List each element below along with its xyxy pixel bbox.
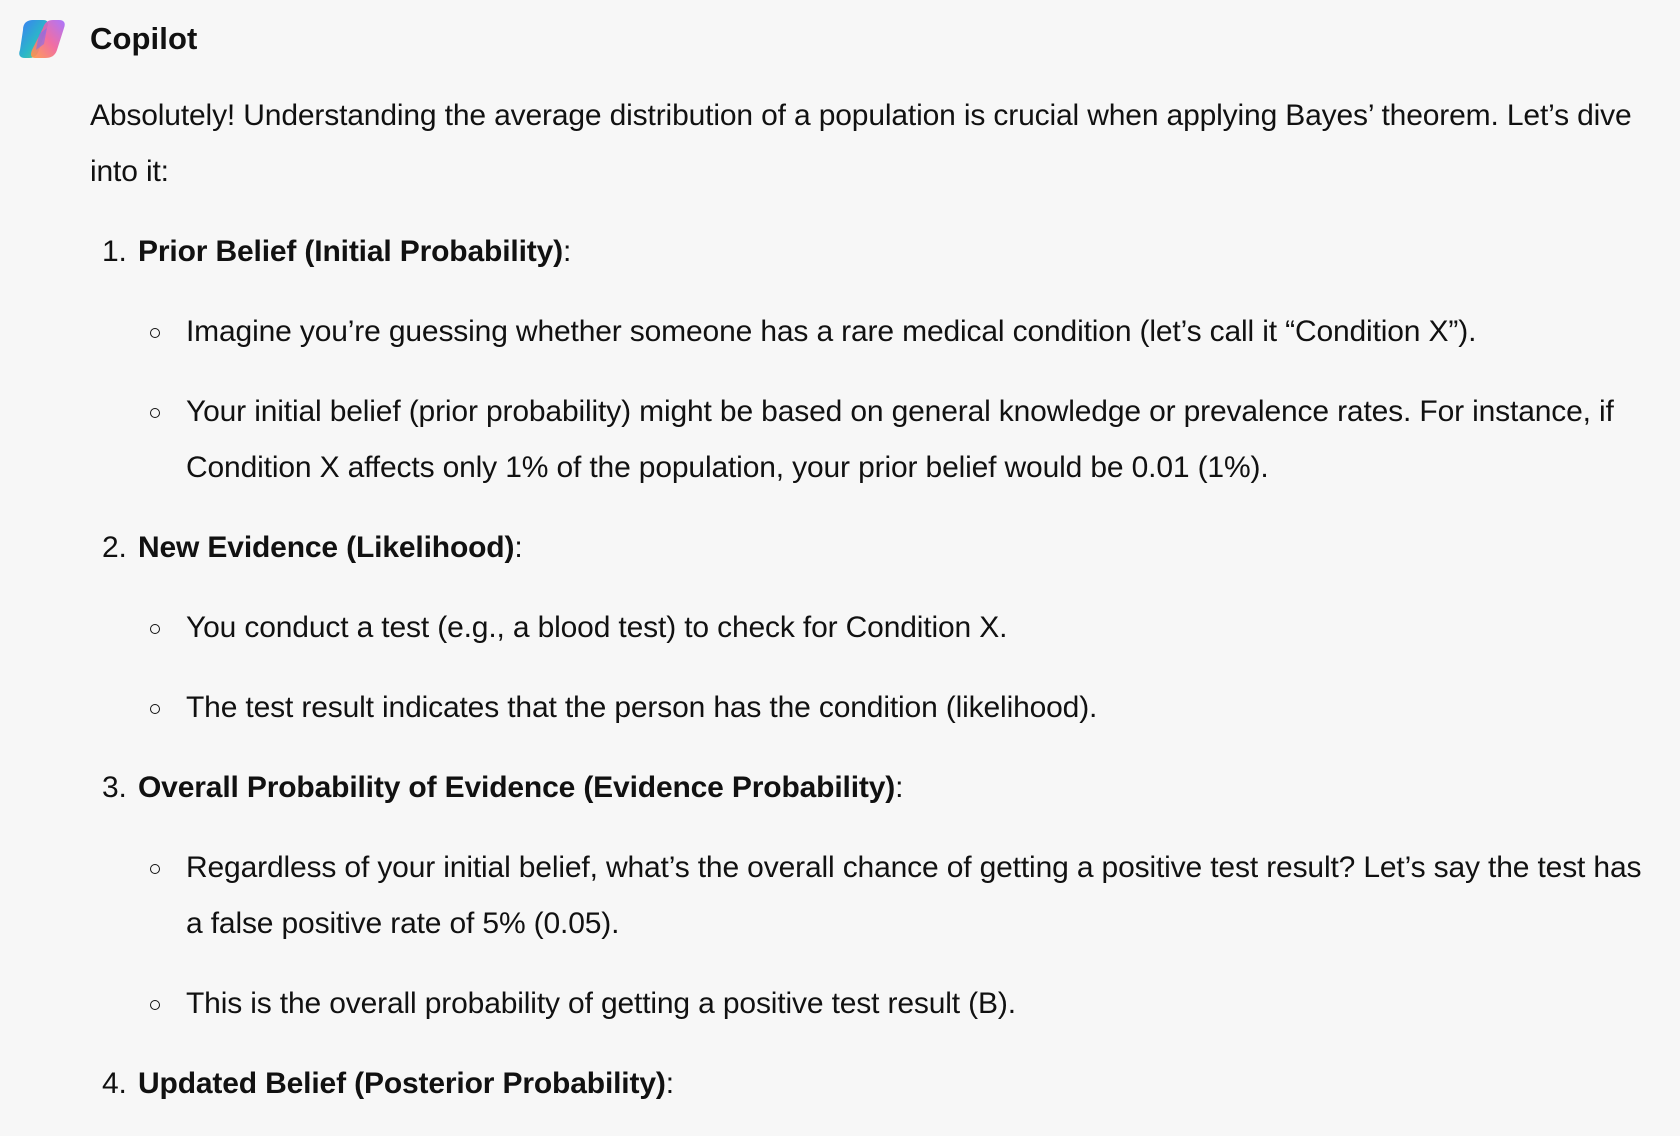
step-number: 2. bbox=[102, 531, 127, 564]
step-title-colon: : bbox=[514, 531, 523, 564]
assistant-name: Copilot bbox=[90, 21, 198, 56]
steps-list: 1. Prior Belief (Initial Probability): Ima… bbox=[90, 224, 1660, 1112]
message-body: Absolutely! Understanding the average di… bbox=[90, 88, 1660, 1136]
step-title-colon: : bbox=[562, 235, 572, 268]
step-bullets: Imagine you’re guessing whether someone … bbox=[138, 304, 1660, 496]
step-title-colon: : bbox=[895, 771, 904, 804]
bullet-text: Your initial belief (prior probability) … bbox=[186, 395, 1614, 484]
hollow-bullet-icon bbox=[150, 1000, 160, 1010]
step-bullets: Regardless of your initial belief, what’… bbox=[138, 840, 1660, 1032]
hollow-bullet-icon bbox=[150, 704, 160, 714]
step-number: 4. bbox=[102, 1067, 127, 1100]
hollow-bullet-icon bbox=[150, 624, 160, 634]
step-title: New Evidence (Likelihood) bbox=[138, 531, 515, 564]
step-title-colon: : bbox=[665, 1067, 674, 1100]
step-bullets: You conduct a test (e.g., a blood test) … bbox=[138, 600, 1660, 736]
bullet-item: The test result indicates that the perso… bbox=[138, 680, 1660, 736]
step-number: 3. bbox=[102, 771, 127, 804]
bullet-item: You conduct a test (e.g., a blood test) … bbox=[138, 600, 1660, 656]
bullet-text: Imagine you’re guessing whether someone … bbox=[186, 315, 1477, 348]
step-title: Prior Belief (Initial Probability) bbox=[138, 235, 563, 268]
message-header: Copilot bbox=[17, 16, 197, 62]
step-title: Overall Probability of Evidence (Evidenc… bbox=[138, 771, 896, 804]
hollow-bullet-icon bbox=[150, 864, 160, 874]
step-title: Updated Belief (Posterior Probability) bbox=[138, 1067, 666, 1100]
bullet-text: This is the overall probability of getti… bbox=[186, 987, 1016, 1020]
intro-paragraph: Absolutely! Understanding the average di… bbox=[90, 99, 1632, 188]
step-item: 1. Prior Belief (Initial Probability): Ima… bbox=[90, 224, 1660, 496]
bullet-item: Your initial belief (prior probability) … bbox=[138, 384, 1660, 496]
hollow-bullet-icon bbox=[150, 408, 160, 418]
bullet-item: This is the overall probability of getti… bbox=[138, 976, 1660, 1032]
step-number: 1. bbox=[102, 235, 127, 268]
bullet-text: Regardless of your initial belief, what’… bbox=[186, 851, 1642, 940]
bullet-text: The test result indicates that the perso… bbox=[186, 691, 1098, 724]
step-item: 3. Overall Probability of Evidence (Evide… bbox=[90, 760, 1660, 1032]
bullet-item: Regardless of your initial belief, what’… bbox=[138, 840, 1660, 952]
bullet-item: Imagine you’re guessing whether someone … bbox=[138, 304, 1660, 360]
hollow-bullet-icon bbox=[150, 328, 160, 338]
copilot-logo-icon bbox=[19, 20, 65, 58]
step-item: 2. New Evidence (Likelihood): You conduct … bbox=[90, 520, 1660, 736]
bullet-text: You conduct a test (e.g., a blood test) … bbox=[186, 611, 1008, 644]
step-item: 4. Updated Belief (Posterior Probability)… bbox=[90, 1056, 1660, 1112]
